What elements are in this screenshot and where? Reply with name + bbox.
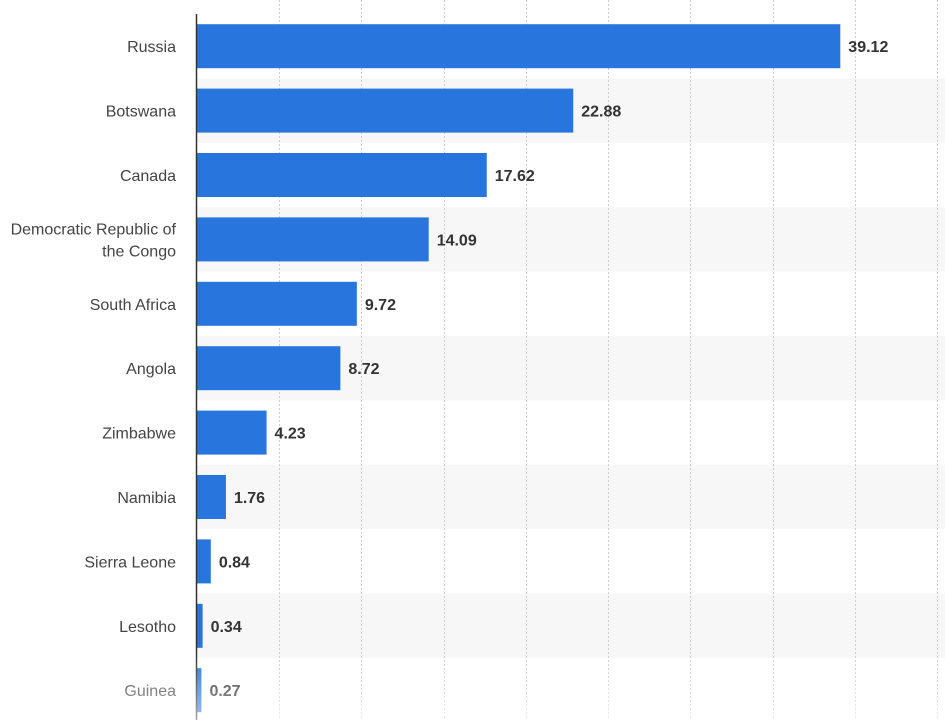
category-label: Canada bbox=[120, 168, 176, 185]
category-label: Zimbabwe bbox=[102, 426, 176, 443]
bar bbox=[197, 24, 841, 69]
row-background bbox=[197, 464, 945, 530]
data-label: 9.72 bbox=[365, 297, 396, 314]
category-label: Democratic Republic of the Congo bbox=[11, 221, 177, 260]
row-backgrounds bbox=[197, 78, 945, 658]
data-label: 39.12 bbox=[848, 39, 888, 56]
category-label: Guinea bbox=[124, 683, 176, 700]
bar bbox=[197, 539, 211, 584]
category-label: Namibia bbox=[117, 490, 176, 507]
bar bbox=[197, 475, 226, 519]
data-label: 4.23 bbox=[275, 426, 306, 443]
category-label: South Africa bbox=[90, 297, 176, 314]
bar bbox=[197, 410, 267, 455]
bar bbox=[197, 603, 203, 648]
row-background bbox=[197, 593, 945, 658]
bar bbox=[197, 153, 487, 197]
data-label: 22.88 bbox=[581, 104, 621, 121]
data-label: 1.76 bbox=[234, 490, 265, 507]
data-label: 14.09 bbox=[437, 232, 477, 249]
category-label: Botswana bbox=[106, 104, 176, 121]
bar bbox=[197, 217, 429, 262]
data-label: 0.84 bbox=[219, 554, 250, 571]
data-label: 17.62 bbox=[495, 168, 535, 185]
bar bbox=[197, 88, 574, 133]
bar bbox=[197, 281, 357, 326]
bar bbox=[197, 346, 341, 391]
bar bbox=[197, 668, 202, 713]
bars bbox=[197, 24, 841, 713]
data-label: 8.72 bbox=[348, 361, 379, 378]
data-label: 0.27 bbox=[209, 683, 240, 700]
category-label: Russia bbox=[127, 39, 176, 56]
category-label: Sierra Leone bbox=[84, 554, 176, 571]
category-label: Lesotho bbox=[119, 619, 176, 636]
category-label: Angola bbox=[126, 361, 176, 378]
data-label: 0.34 bbox=[211, 619, 242, 636]
